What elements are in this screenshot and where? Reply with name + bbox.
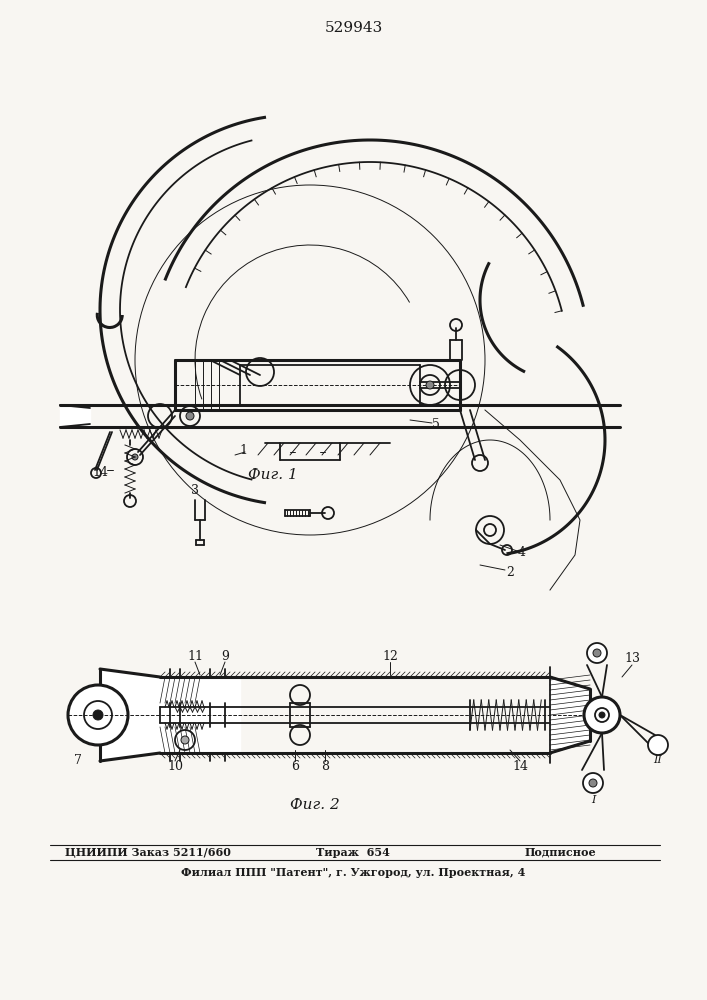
Polygon shape — [550, 677, 590, 753]
Circle shape — [587, 643, 607, 663]
Circle shape — [583, 773, 603, 793]
Circle shape — [584, 697, 620, 733]
Text: II: II — [654, 755, 662, 765]
Circle shape — [132, 454, 138, 460]
Circle shape — [589, 779, 597, 787]
Circle shape — [186, 412, 194, 420]
Text: I: I — [591, 795, 595, 805]
Text: 7: 7 — [74, 754, 82, 766]
Text: 8: 8 — [321, 760, 329, 774]
Text: Фиг. 2: Фиг. 2 — [290, 798, 340, 812]
Text: 11: 11 — [187, 650, 203, 664]
Text: 14: 14 — [512, 760, 528, 774]
Circle shape — [593, 649, 601, 657]
Text: 3: 3 — [191, 484, 199, 496]
Circle shape — [68, 685, 128, 745]
Circle shape — [599, 712, 605, 718]
Text: 13: 13 — [624, 652, 640, 666]
Text: ЦНИИПИ Заказ 5211/660: ЦНИИПИ Заказ 5211/660 — [65, 846, 231, 857]
Text: Подписное: Подписное — [524, 846, 596, 857]
Circle shape — [84, 701, 112, 729]
Text: 14: 14 — [92, 466, 108, 480]
Text: Филиал ППП "Патент", г. Ужгород, ул. Проектная, 4: Филиал ППП "Патент", г. Ужгород, ул. Про… — [181, 866, 525, 878]
Text: 6: 6 — [291, 760, 299, 774]
Text: 12: 12 — [382, 650, 398, 664]
Circle shape — [595, 708, 609, 722]
Text: 9: 9 — [221, 650, 229, 664]
Circle shape — [426, 381, 434, 389]
Text: Фиг. 1: Фиг. 1 — [248, 468, 298, 482]
Text: 2: 2 — [506, 566, 514, 578]
Text: 4: 4 — [518, 546, 526, 560]
Polygon shape — [160, 677, 240, 753]
Polygon shape — [100, 669, 160, 761]
Text: 1: 1 — [239, 444, 247, 456]
Text: Тираж  654: Тираж 654 — [316, 846, 390, 857]
Text: 529943: 529943 — [325, 21, 383, 35]
Circle shape — [648, 735, 668, 755]
Text: 5: 5 — [432, 418, 440, 430]
Circle shape — [93, 710, 103, 720]
Text: 10: 10 — [167, 760, 183, 774]
Polygon shape — [60, 405, 90, 427]
Circle shape — [181, 736, 189, 744]
